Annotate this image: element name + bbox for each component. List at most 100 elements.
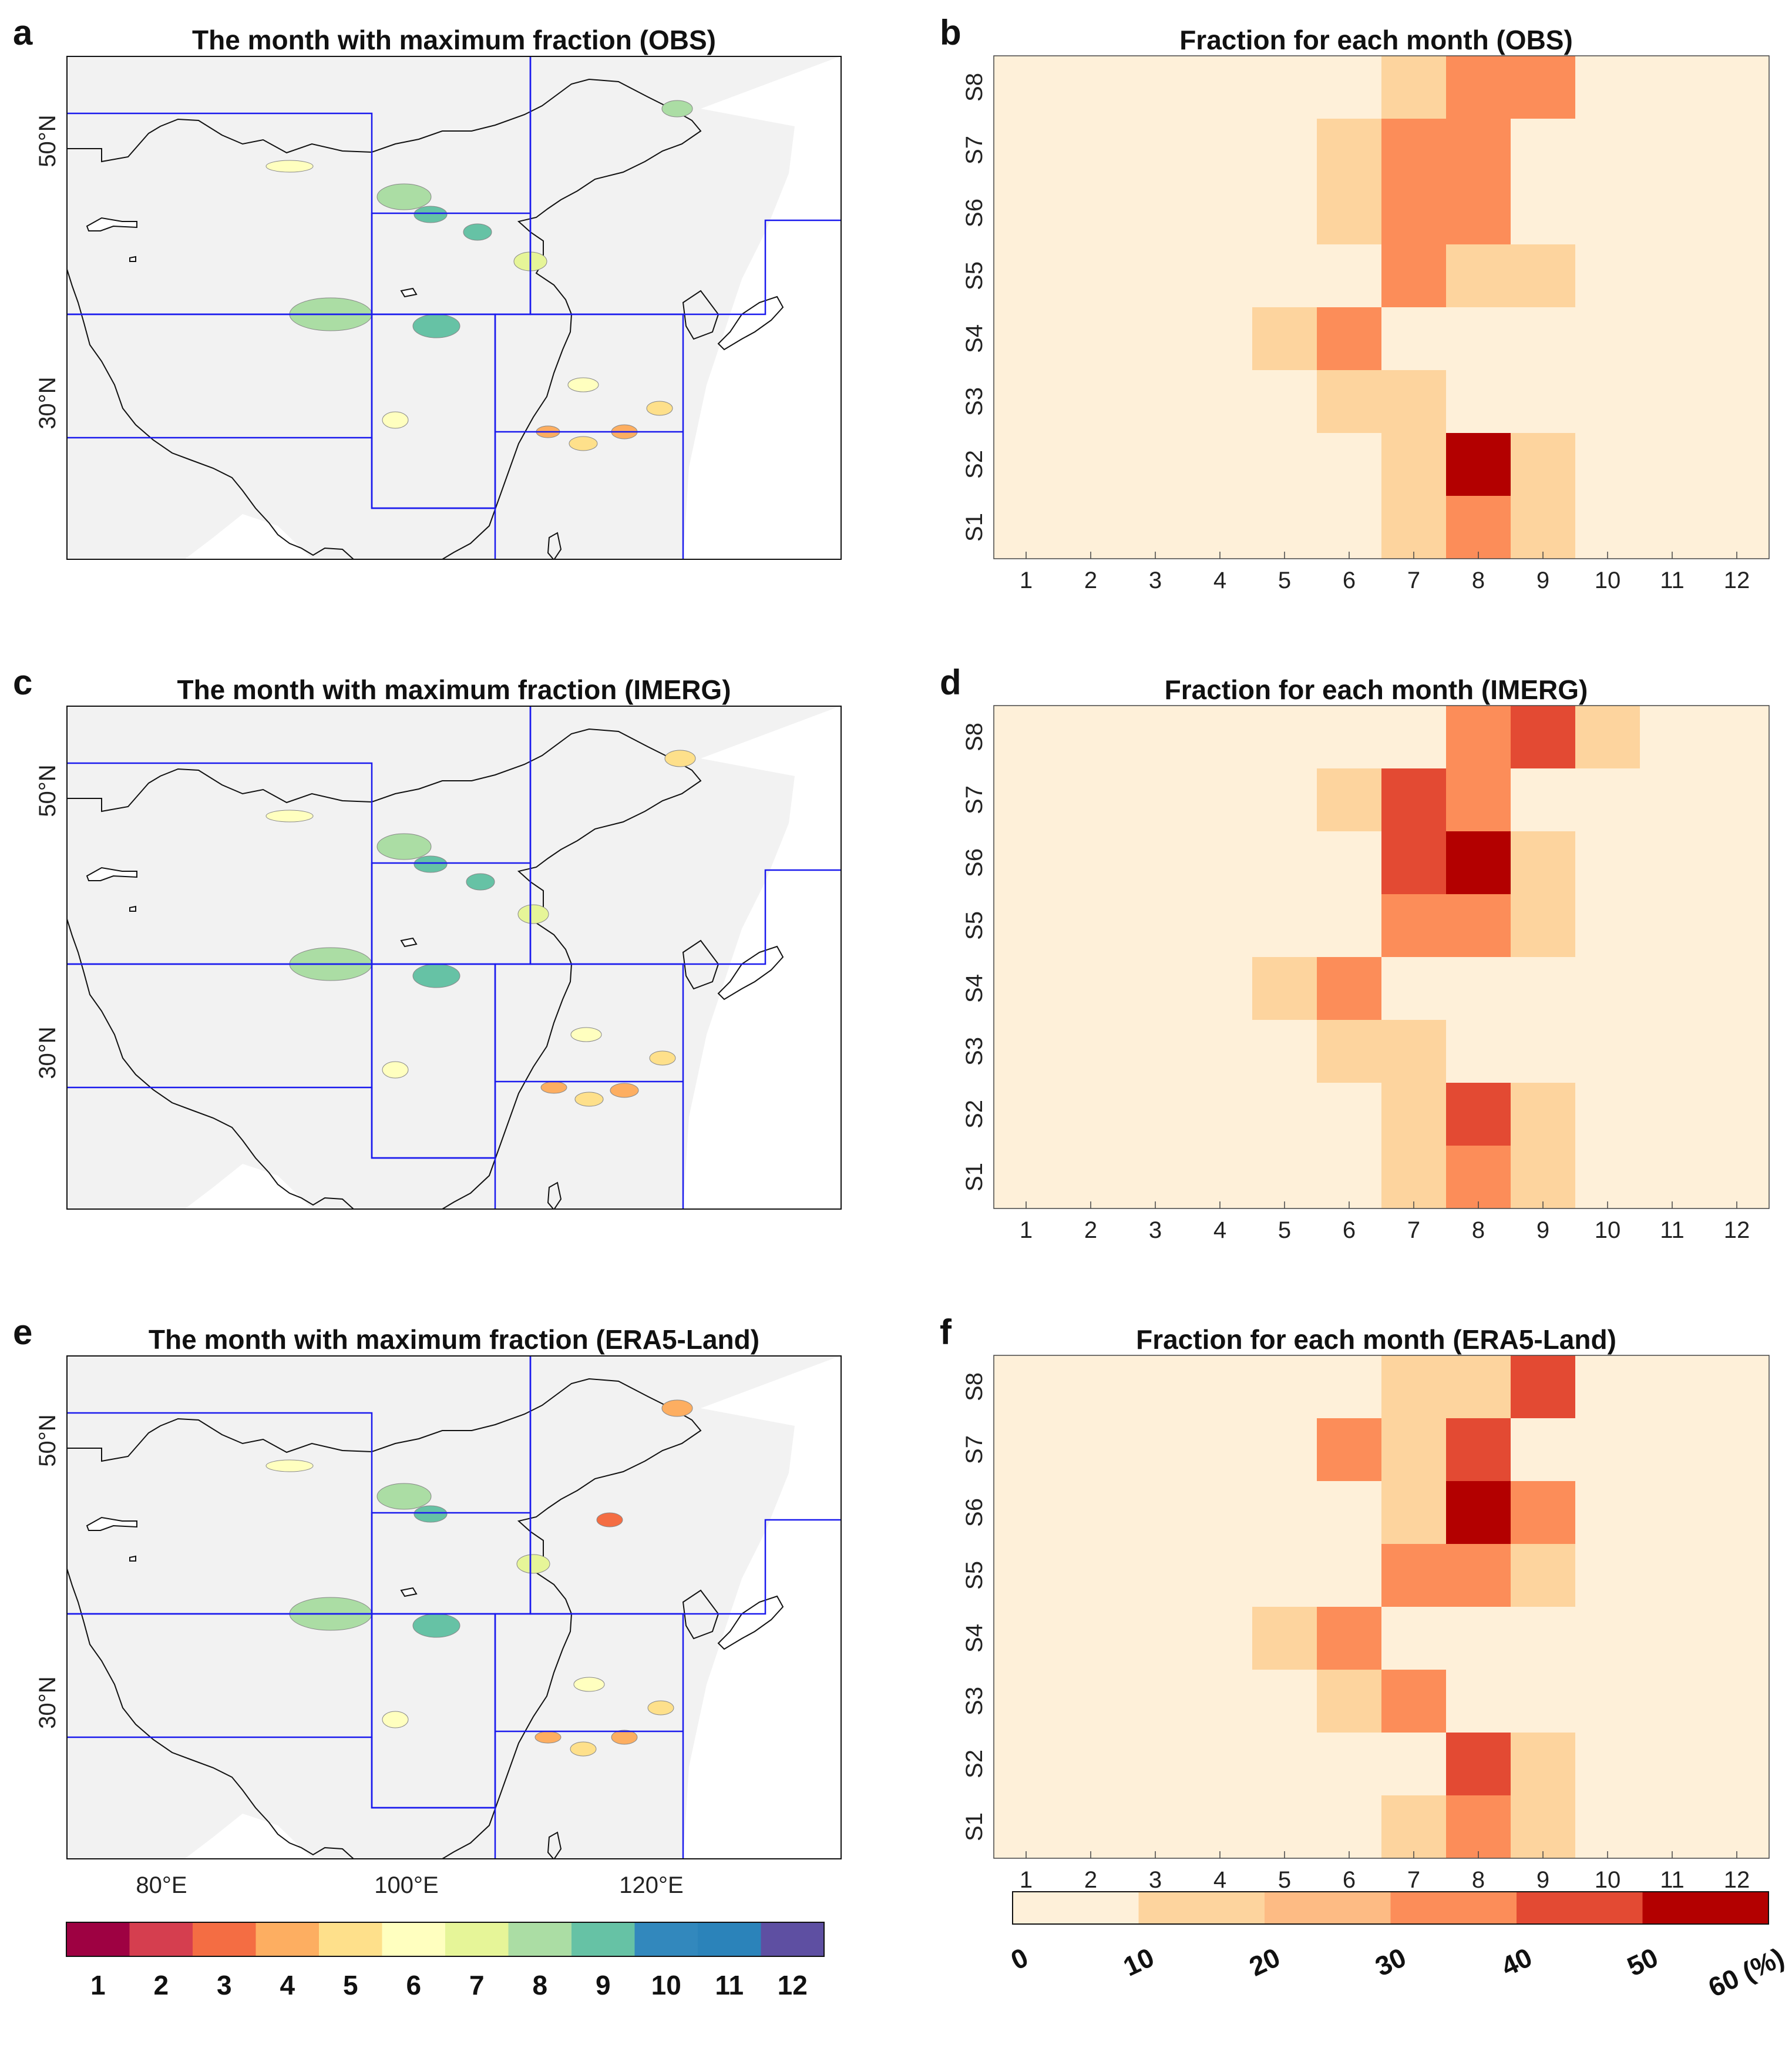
basin-region — [646, 401, 673, 416]
heatmap-cell — [1188, 1607, 1253, 1670]
fraction-colorbar: 0 10 20 30 40 50 60 (%) — [1006, 1891, 1788, 2003]
heatmap-cell — [1252, 182, 1317, 245]
fraction-colorbar-frame — [1012, 1891, 1769, 1925]
x-tick-label: 11 — [1660, 568, 1685, 593]
fraction-colorbar-label: 50 — [1622, 1942, 1662, 1982]
heatmap-cell — [1123, 1083, 1188, 1146]
heatmap-cell — [1252, 957, 1317, 1020]
heatmap-cell — [994, 706, 1059, 769]
basin-region — [376, 833, 432, 860]
heatmap-cell — [994, 831, 1059, 895]
heatmap-cell — [1058, 1733, 1124, 1796]
lake-outline — [86, 1516, 137, 1531]
month-colorbar-label: 1 — [90, 1970, 106, 2000]
basin-region — [569, 436, 598, 451]
heatmap-cell — [1640, 56, 1705, 119]
map-title: The month with maximum fraction (ERA5-La… — [149, 1324, 759, 1355]
heatmap-cell — [1058, 496, 1124, 559]
map-sea — [683, 56, 842, 560]
fraction-colorbar-label: 60 (%) — [1703, 1942, 1788, 2003]
heatmap-cell — [1123, 1146, 1188, 1209]
x-tick-label: 1 — [1020, 568, 1033, 593]
lat-tick-50n: 50°N — [35, 1414, 60, 1466]
heatmap-cell — [1123, 1670, 1188, 1733]
country-border — [66, 78, 702, 560]
heatmap-cell — [1511, 957, 1576, 1020]
heatmap-cell — [1123, 244, 1188, 308]
island-outline — [547, 1831, 562, 1859]
basin-region — [412, 963, 460, 988]
heatmap-cell — [1511, 244, 1576, 308]
island-outline — [547, 1181, 562, 1210]
heatmap-cell — [1640, 370, 1705, 434]
month-color-swatch — [66, 1922, 130, 1956]
heatmap-cell — [1640, 894, 1705, 958]
month-colorbar-label: 4 — [280, 1970, 295, 2000]
heatmap-cell — [1252, 1795, 1317, 1859]
map-title: The month with maximum fraction (OBS) — [192, 25, 716, 55]
month-colorbar: 1 2 3 4 5 6 7 8 9 10 11 12 — [66, 1922, 825, 2000]
heatmap-cell — [1575, 307, 1640, 371]
y-tick-label: S2 — [961, 1100, 987, 1129]
heatmap-cell — [1252, 768, 1317, 832]
x-tick-label: 9 — [1537, 568, 1549, 593]
heatmap-cell — [1575, 433, 1640, 496]
heatmap-cell — [1252, 1670, 1317, 1733]
heatmap-cell — [1575, 1733, 1640, 1796]
heatmap-cell — [1188, 1146, 1253, 1209]
island-outline — [717, 1595, 784, 1650]
lake-outline — [86, 867, 137, 881]
heatmap-cell — [1704, 1670, 1770, 1733]
heatmap-cell — [1317, 768, 1382, 832]
heatmap-cell — [994, 1146, 1059, 1209]
heatmap-cell — [994, 496, 1059, 559]
y-tick-label: S8 — [961, 1372, 987, 1401]
heatmap-cell — [1446, 370, 1511, 434]
basin-region — [412, 1613, 460, 1638]
y-tick-label: S5 — [961, 261, 987, 290]
month-color-swatch — [382, 1922, 446, 1956]
heatmap-cell — [1640, 244, 1705, 308]
basin-region — [412, 314, 460, 338]
heatmap-cell — [1317, 1795, 1382, 1859]
lake-outline — [129, 905, 136, 912]
basin-region — [413, 855, 448, 873]
heatmap-cell — [1704, 1544, 1770, 1607]
heatmap-cell — [994, 768, 1059, 832]
y-tick-label: S1 — [961, 1812, 987, 1841]
heatmap-cell — [994, 1733, 1059, 1796]
heatmap-cell — [1317, 307, 1382, 371]
x-tick-label: 5 — [1278, 1867, 1291, 1893]
lake-outline — [86, 217, 137, 231]
heatmap-cell — [1704, 706, 1770, 769]
heatmap-cell — [1123, 1418, 1188, 1482]
heatmap-cell — [1188, 1733, 1253, 1796]
fraction-color-swatch — [1138, 1892, 1265, 1924]
heatmap-cell — [1640, 831, 1705, 895]
fraction-color-swatch — [1517, 1892, 1643, 1924]
heatmap-cell — [1511, 1670, 1576, 1733]
x-tick-label: 11 — [1660, 1217, 1685, 1243]
basin-region — [570, 1027, 602, 1042]
x-tick-label: 5 — [1278, 568, 1291, 593]
heatmap-cell — [1575, 957, 1640, 1020]
month-color-swatch — [634, 1922, 698, 1956]
x-tick-label: 1 — [1020, 1867, 1033, 1893]
heatmap-cell — [1446, 1795, 1511, 1859]
basin-region — [611, 1730, 638, 1745]
heatmap-cell — [1704, 768, 1770, 832]
x-tick-label: 7 — [1407, 568, 1420, 593]
heatmap-panel-d: d Fraction for each month (IMERG) S8 S7 S6… — [940, 663, 1770, 1243]
y-tick-label: S7 — [961, 136, 987, 164]
x-tick-label: 11 — [1660, 1867, 1685, 1893]
heatmap-frame — [993, 1355, 1770, 1859]
fraction-colorbar-label: 20 — [1245, 1942, 1285, 1982]
heatmap-cell — [1317, 433, 1382, 496]
heatmap-cell — [1317, 706, 1382, 769]
map-border — [66, 1355, 842, 1859]
fraction-color-swatch — [1013, 1892, 1139, 1924]
heatmap-cell — [1575, 1020, 1640, 1083]
heatmap-cell — [1317, 1083, 1382, 1146]
x-tick-label: 4 — [1213, 568, 1226, 593]
fraction-color-swatch — [1390, 1892, 1517, 1924]
